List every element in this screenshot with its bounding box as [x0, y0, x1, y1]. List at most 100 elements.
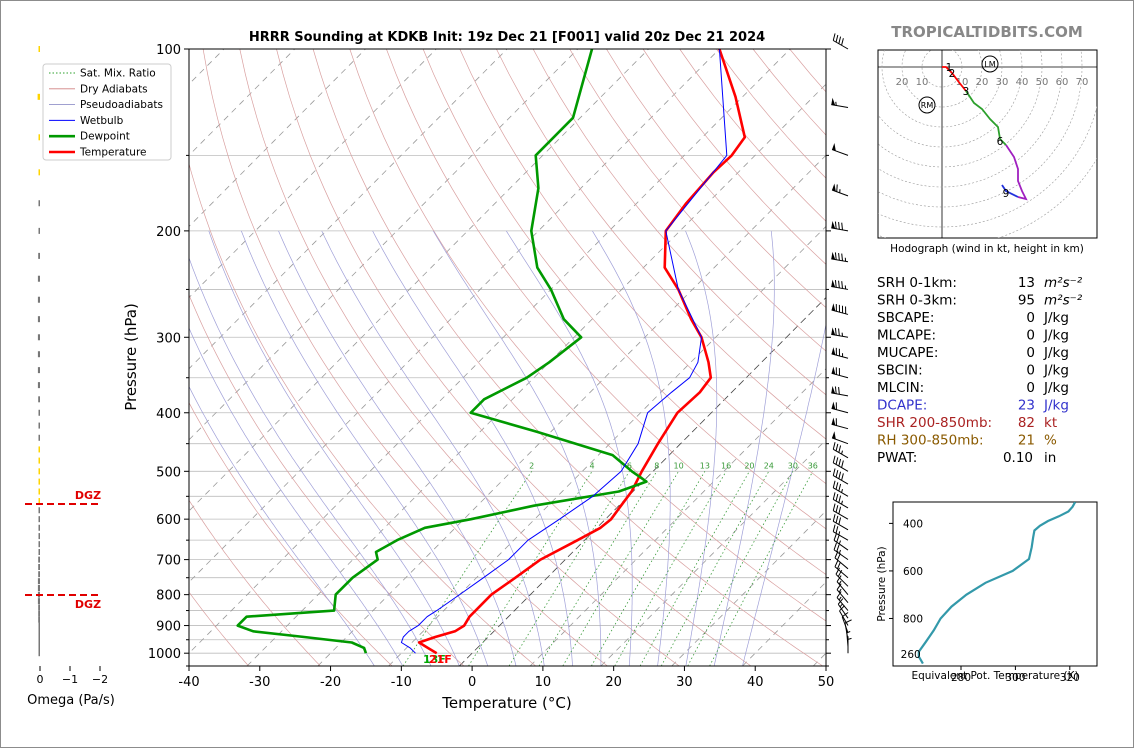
wind-barb [831, 280, 848, 290]
hodograph-ring-label: 20 [896, 77, 909, 88]
hodograph-ring-label: 10 [916, 77, 929, 88]
dry-adiabat-line [167, 49, 536, 666]
barb-feather [833, 492, 835, 499]
wind-barb [833, 469, 848, 485]
wind-barb [831, 221, 848, 231]
barb-shaft [833, 463, 848, 472]
mixing-ratio-label: 8 [654, 461, 659, 470]
barb-flag [832, 418, 836, 426]
barb-feather [835, 328, 836, 335]
omega-bar [38, 585, 40, 591]
hodograph-height-label: 6 [997, 136, 1004, 148]
omega-bar [39, 435, 41, 441]
theta-e-y-tick-label: 400 [903, 518, 923, 530]
skewt-x-tick-label: 50 [818, 675, 835, 690]
barb-half-feather [842, 489, 843, 493]
omega-bar [39, 169, 41, 175]
skewt-x-tick-label: 10 [535, 675, 552, 690]
index-unit: m²s⁻² [1044, 293, 1083, 309]
index-label: SRH 0-1km: [877, 275, 957, 291]
barb-feather [836, 470, 838, 477]
omega-bar [38, 571, 40, 577]
hodograph-height-label: 3 [963, 86, 970, 98]
omega-bar [38, 316, 40, 322]
barb-feather [836, 482, 838, 489]
wind-barb [833, 456, 848, 472]
wind-barb [831, 386, 848, 396]
barb-half-feather [840, 604, 842, 607]
index-value: 21 [1018, 433, 1035, 449]
hodograph-rm-label: RM [921, 101, 934, 110]
omega-bar [39, 623, 41, 629]
omega-tick-label: 0 [37, 673, 44, 686]
pseudoadiabat-line [433, 231, 601, 666]
omega-bar [38, 367, 40, 373]
index-unit: J/kg [1043, 345, 1069, 361]
barb-feather [842, 38, 844, 45]
barb-feather [835, 280, 836, 287]
barb-feather [839, 459, 841, 466]
barb-feather [839, 253, 840, 260]
wind-barb [832, 418, 848, 429]
skewt-x-tick-label: -40 [178, 675, 199, 690]
barb-feather [839, 222, 840, 229]
index-value: 0 [1026, 328, 1035, 344]
barb-feather [833, 456, 835, 463]
legend-label: Temperature [79, 147, 147, 159]
wind-barb [833, 525, 848, 541]
barb-flag [831, 280, 835, 288]
omega-bar [39, 650, 41, 656]
barb-feather [839, 472, 841, 479]
barb-flag [832, 303, 836, 311]
omega-bar [39, 549, 41, 555]
omega-bar [38, 578, 40, 584]
mixing-ratio-label: 24 [764, 461, 774, 470]
omega-bar [39, 639, 41, 645]
barb-flag [831, 98, 835, 106]
barb-feather [842, 223, 843, 230]
hodograph-ring-label: 70 [1076, 77, 1089, 88]
mixing-ratio-line [688, 471, 793, 666]
omega-axis-label: Omega (Pa/s) [27, 693, 115, 708]
skewt-x-tick-label: -10 [391, 675, 412, 690]
omega-bar [39, 541, 41, 547]
barb-feather [835, 560, 838, 567]
hodograph-height-label: 9 [1003, 188, 1010, 200]
barb-shaft [833, 521, 848, 530]
barb-feather [833, 525, 835, 532]
wind-barb [832, 347, 848, 358]
wind-barb [833, 442, 848, 458]
barb-shaft [832, 150, 848, 156]
barb-flag [831, 386, 835, 394]
skewt-x-tick-label: 20 [605, 675, 622, 690]
barb-feather [837, 562, 840, 569]
omega-bar [38, 297, 40, 303]
dry-adiabat-line [313, 49, 823, 666]
wind-barb [848, 636, 852, 653]
omega-bar [39, 446, 41, 452]
omega-bar [38, 382, 40, 388]
omega-bar [39, 516, 41, 522]
barb-feather [835, 222, 836, 229]
barb-half-feather [839, 541, 840, 544]
barb-feather [837, 545, 839, 552]
barb-feather [842, 612, 848, 616]
skewt-x-tick-label: 30 [676, 675, 693, 690]
barb-half-feather [842, 451, 843, 455]
hodograph-ring-label: 30 [996, 77, 1009, 88]
legend-label: Dewpoint [80, 131, 130, 143]
barb-feather [833, 442, 835, 449]
omega-bar [39, 134, 41, 140]
skewt-y-tick-label: 900 [156, 620, 181, 635]
index-value: 0 [1026, 363, 1035, 379]
index-value: 0 [1026, 380, 1035, 396]
barb-half-feather [839, 550, 840, 553]
hodograph-ring-label: 20 [976, 77, 989, 88]
omega-bar [39, 479, 41, 485]
barb-feather [834, 543, 836, 550]
